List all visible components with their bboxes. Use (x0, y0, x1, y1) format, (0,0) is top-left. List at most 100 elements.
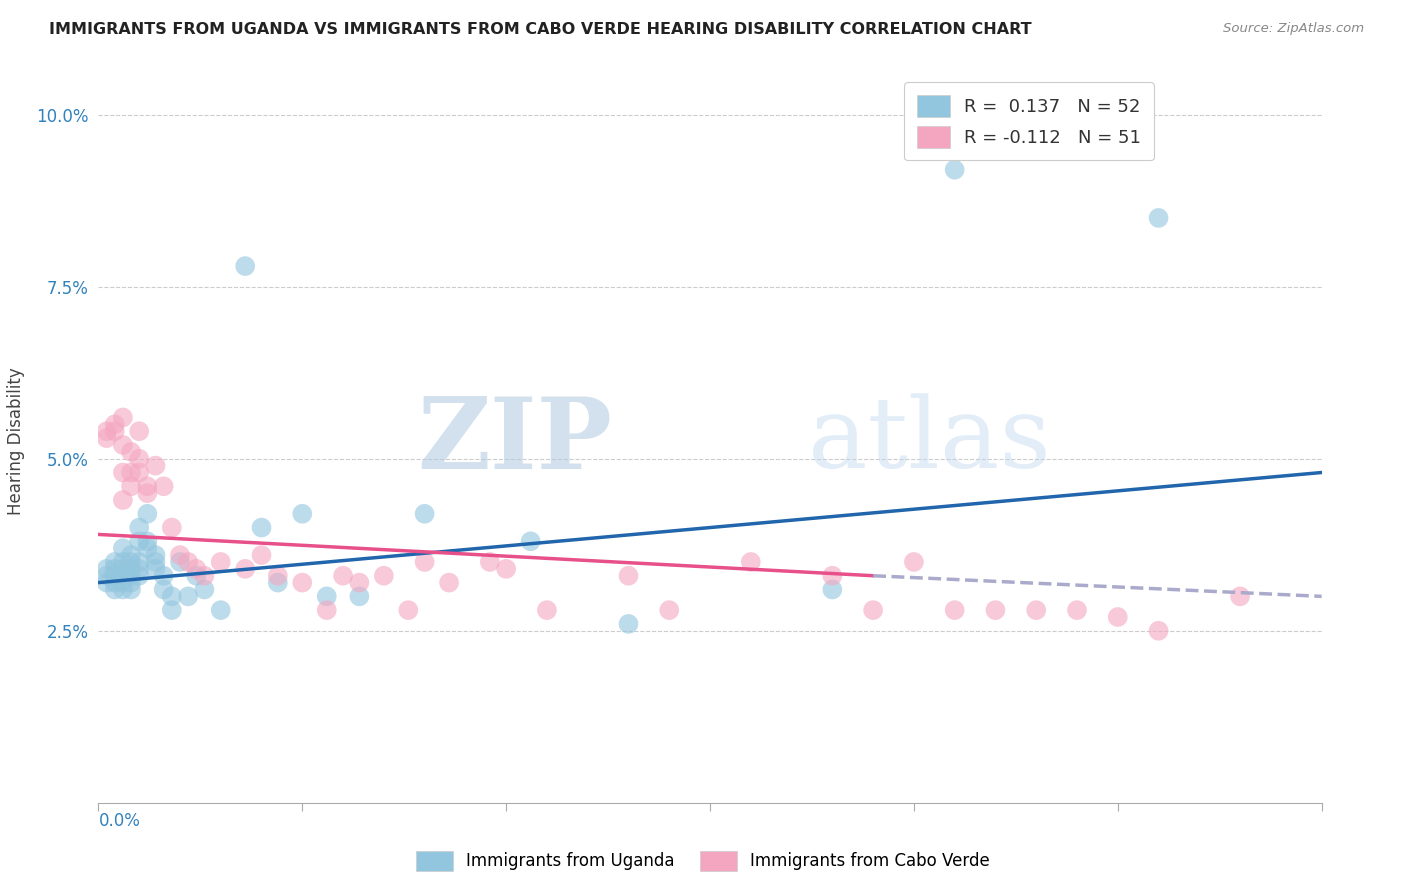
Legend: R =  0.137   N = 52, R = -0.112   N = 51: R = 0.137 N = 52, R = -0.112 N = 51 (904, 82, 1153, 161)
Point (96, 431, 118, 445)
Point (120, 575, 142, 590)
Point (104, 568, 127, 582)
Point (120, 582, 142, 597)
Point (128, 451, 150, 466)
Point (160, 590, 183, 604)
Point (1147, 211, 1170, 225)
Point (193, 568, 215, 582)
Point (437, 575, 460, 590)
Point (128, 424, 150, 438)
Point (111, 562, 134, 576)
Point (267, 568, 290, 582)
Point (332, 568, 354, 582)
Point (120, 548, 142, 562)
Point (145, 562, 167, 576)
Point (169, 555, 191, 569)
Point (943, 162, 966, 177)
Point (233, 562, 256, 576)
Point (136, 486, 159, 500)
Y-axis label: Hearing Disability: Hearing Disability (7, 368, 25, 516)
Point (104, 575, 127, 590)
Point (128, 534, 150, 549)
Point (111, 582, 134, 597)
Point (984, 603, 1007, 617)
Point (177, 590, 200, 604)
Legend: Immigrants from Uganda, Immigrants from Cabo Verde: Immigrants from Uganda, Immigrants from … (408, 842, 998, 880)
Point (373, 568, 395, 582)
Point (111, 541, 134, 556)
Point (120, 445, 142, 459)
Point (111, 438, 134, 452)
Text: ZIP: ZIP (418, 393, 612, 490)
Point (111, 575, 134, 590)
Text: Source: ZipAtlas.com: Source: ZipAtlas.com (1223, 22, 1364, 36)
Point (536, 603, 558, 617)
Point (104, 582, 127, 597)
Point (128, 562, 150, 576)
Point (120, 555, 142, 569)
Point (396, 603, 419, 617)
Point (128, 520, 150, 534)
Point (111, 568, 134, 582)
Point (291, 507, 314, 521)
Point (495, 562, 517, 576)
Point (617, 568, 640, 582)
Point (104, 417, 127, 432)
Point (315, 603, 337, 617)
Point (821, 582, 844, 597)
Point (1025, 603, 1047, 617)
Point (349, 590, 371, 604)
Point (1147, 624, 1170, 638)
Point (104, 562, 127, 576)
Point (821, 568, 844, 582)
Point (267, 575, 290, 590)
Point (136, 541, 159, 556)
Point (152, 479, 174, 493)
Point (250, 520, 273, 534)
Point (96, 562, 118, 576)
Point (160, 603, 183, 617)
Point (136, 479, 159, 493)
Text: 0.0%: 0.0% (98, 813, 141, 830)
Point (104, 424, 127, 438)
Point (96, 424, 118, 438)
Point (128, 555, 150, 569)
Point (658, 603, 681, 617)
Point (250, 548, 273, 562)
Point (145, 458, 167, 473)
Point (1066, 603, 1088, 617)
Point (903, 555, 925, 569)
Point (136, 534, 159, 549)
Point (104, 555, 127, 569)
Point (96, 568, 118, 582)
Point (111, 555, 134, 569)
Point (111, 493, 134, 508)
Point (862, 603, 884, 617)
Text: IMMIGRANTS FROM UGANDA VS IMMIGRANTS FROM CABO VERDE HEARING DISABILITY CORRELAT: IMMIGRANTS FROM UGANDA VS IMMIGRANTS FRO… (49, 22, 1032, 37)
Point (617, 616, 640, 631)
Point (349, 575, 371, 590)
Point (152, 568, 174, 582)
Point (152, 582, 174, 597)
Text: atlas: atlas (808, 393, 1050, 490)
Point (136, 507, 159, 521)
Point (160, 520, 183, 534)
Point (145, 555, 167, 569)
Point (128, 466, 150, 480)
Point (186, 568, 208, 582)
Point (209, 603, 232, 617)
Point (478, 555, 501, 569)
Point (413, 555, 436, 569)
Point (413, 507, 436, 521)
Point (120, 466, 142, 480)
Point (1229, 590, 1251, 604)
Point (120, 568, 142, 582)
Point (233, 259, 256, 273)
Point (120, 562, 142, 576)
Point (169, 548, 191, 562)
Point (209, 555, 232, 569)
Point (193, 582, 215, 597)
Point (145, 548, 167, 562)
Point (943, 603, 966, 617)
Point (315, 590, 337, 604)
